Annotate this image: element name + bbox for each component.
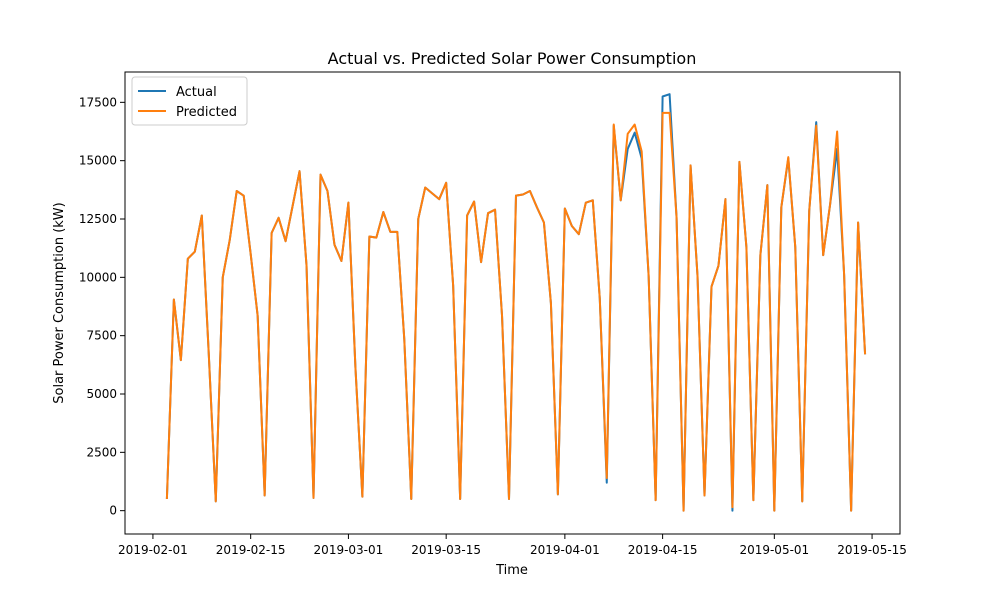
legend: Actual Predicted — [131, 76, 248, 126]
y-tick-label: 7500 — [86, 329, 117, 343]
x-tick-label: 2019-04-15 — [628, 543, 698, 557]
y-tick-label: 5000 — [86, 387, 117, 401]
x-tick-label: 2019-05-15 — [837, 543, 907, 557]
chart-title: Actual vs. Predicted Solar Power Consump… — [328, 49, 697, 68]
y-axis-label: Solar Power Consumption (kW) — [52, 202, 67, 403]
y-tick-label: 2500 — [86, 445, 117, 459]
y-tick-label: 12500 — [79, 212, 117, 226]
x-tick-label: 2019-04-01 — [530, 543, 600, 557]
x-axis: 2019-02-01 2019-02-15 2019-03-01 2019-03-15… — [118, 534, 907, 557]
legend-box — [131, 76, 248, 126]
x-axis-label: Time — [495, 563, 528, 578]
legend-label-predicted: Predicted — [176, 105, 237, 120]
legend-label-actual: Actual — [176, 85, 217, 100]
y-tick-label: 10000 — [79, 270, 117, 284]
x-tick-label: 2019-02-15 — [216, 543, 286, 557]
y-tick-label: 0 — [109, 504, 117, 518]
plot-background — [125, 72, 900, 534]
x-tick-label: 2019-03-01 — [314, 543, 384, 557]
series-line-predicted — [165, 111, 867, 512]
y-axis: 0 2500 5000 7500 10000 12500 15000 17500 — [79, 95, 125, 518]
y-tick-label: 15000 — [79, 154, 117, 168]
y-tick-label: 17500 — [79, 95, 117, 109]
series-layer — [165, 93, 867, 512]
x-tick-label: 2019-03-15 — [411, 543, 481, 557]
plot-frame — [124, 71, 901, 535]
x-tick-label: 2019-02-01 — [118, 543, 188, 557]
x-tick-label: 2019-05-01 — [739, 543, 809, 557]
